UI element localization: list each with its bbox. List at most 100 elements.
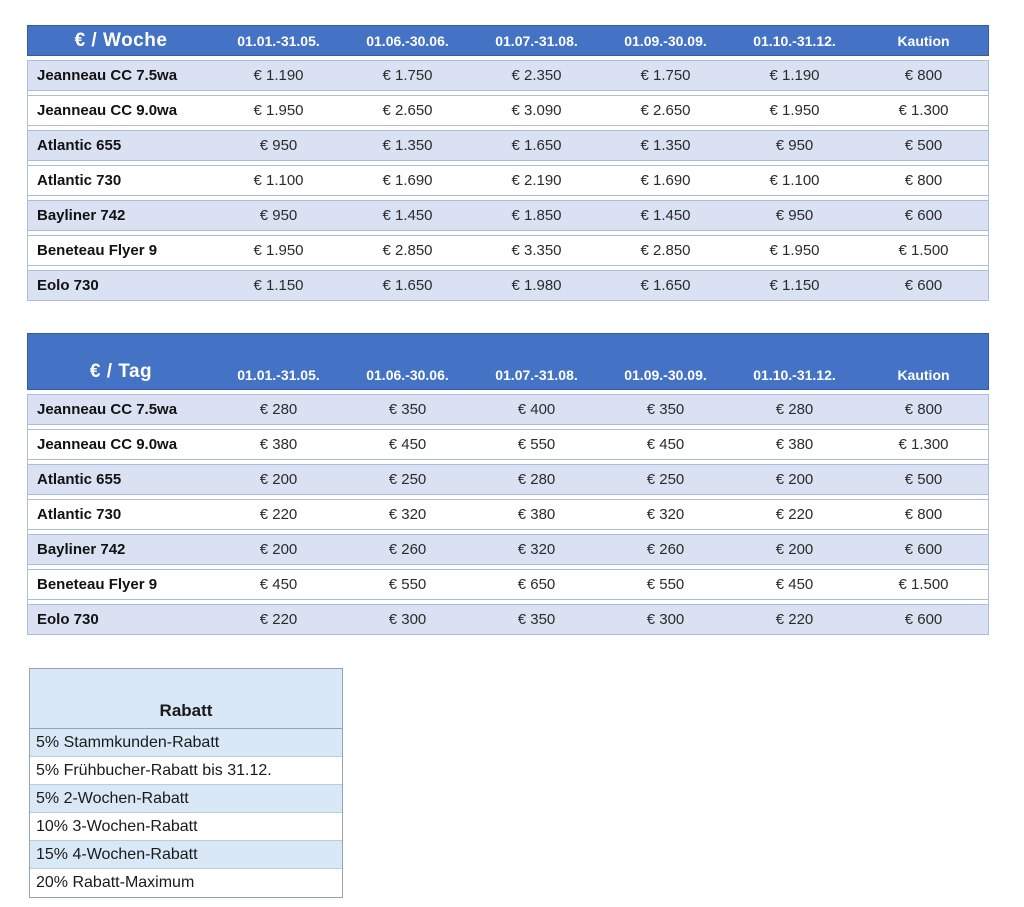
table-row: Jeanneau CC 7.5wa € 280 € 350 € 400 € 350 € 2…: [28, 394, 988, 425]
table-row: Bayliner 742 € 200 € 260 € 320 € 260 € 200 € 6…: [28, 534, 988, 565]
boat-name: Eolo 730: [37, 277, 99, 294]
boat-name: Atlantic 730: [37, 172, 122, 189]
price-cell: € 1.950: [253, 242, 304, 259]
price-cell: € 1.500: [898, 242, 949, 259]
boat-name: Atlantic 655: [37, 137, 122, 154]
column-header-period-2: 01.06.-30.06.: [366, 367, 449, 383]
column-header-period-5: 01.10.-31.12.: [753, 32, 836, 49]
table-body-daily: Jeanneau CC 7.5wa € 280 € 350 € 400 € 350 € 2…: [27, 394, 989, 635]
table-row: Atlantic 730 € 220 € 320 € 380 € 320 € 220 € 8…: [28, 499, 988, 530]
table-row: Eolo 730 € 1.150 € 1.650 € 1.980 € 1.650 € 1.…: [28, 270, 988, 301]
table-title-weekly: € / Woche: [74, 29, 168, 51]
price-cell: € 2.190: [511, 172, 562, 189]
price-cell: € 2.650: [640, 102, 691, 119]
column-header-period-3: 01.07.-31.08.: [495, 367, 578, 383]
discount-row: 10% 3-Wochen-Rabatt: [30, 813, 342, 841]
price-cell: € 800: [904, 401, 943, 418]
price-cell: € 1.650: [640, 277, 691, 294]
table-row: Atlantic 655 € 200 € 250 € 280 € 250 € 200 € 5…: [28, 464, 988, 495]
price-cell: € 1.150: [769, 277, 820, 294]
price-cell: € 1.690: [640, 172, 691, 189]
price-cell: € 1.350: [382, 137, 433, 154]
column-header-period-5: 01.10.-31.12.: [753, 367, 836, 383]
price-cell: € 500: [904, 471, 943, 488]
price-cell: € 600: [904, 277, 943, 294]
column-header-deposit: Kaution: [897, 367, 950, 383]
price-cell: € 3.350: [511, 242, 562, 259]
price-cell: € 1.300: [898, 436, 949, 453]
discount-row: 5% 2-Wochen-Rabatt: [30, 785, 342, 813]
price-cell: € 3.090: [511, 102, 562, 119]
price-cell: € 400: [517, 401, 556, 418]
price-cell: € 280: [259, 401, 298, 418]
price-cell: € 1.350: [640, 137, 691, 154]
boat-name: Atlantic 730: [37, 506, 122, 523]
boat-name: Bayliner 742: [37, 207, 126, 224]
price-cell: € 280: [517, 471, 556, 488]
price-cell: € 1.190: [769, 67, 820, 84]
price-cell: € 1.450: [640, 207, 691, 224]
price-cell: € 450: [775, 576, 814, 593]
boat-name: Atlantic 655: [37, 471, 122, 488]
price-cell: € 220: [259, 611, 298, 628]
discount-table: Rabatt 5% Stammkunden-Rabatt 5% Frühbuche…: [29, 668, 343, 898]
price-cell: € 1.650: [382, 277, 433, 294]
price-cell: € 450: [388, 436, 427, 453]
table-row: Atlantic 655 € 950 € 1.350 € 1.650 € 1.350 € …: [28, 130, 988, 161]
price-table-daily: € / Tag 01.01.-31.05. 01.06.-30.06. 01.0…: [27, 333, 989, 635]
price-cell: € 350: [388, 401, 427, 418]
discount-row: 5% Stammkunden-Rabatt: [30, 729, 342, 757]
price-cell: € 260: [646, 541, 685, 558]
price-cell: € 220: [775, 611, 814, 628]
price-cell: € 1.750: [382, 67, 433, 84]
price-cell: € 1.980: [511, 277, 562, 294]
boat-name: Bayliner 742: [37, 541, 126, 558]
price-cell: € 1.950: [769, 242, 820, 259]
table-header-daily: € / Tag 01.01.-31.05. 01.06.-30.06. 01.0…: [27, 333, 989, 390]
discount-table-title: Rabatt: [30, 669, 342, 729]
price-cell: € 380: [259, 436, 298, 453]
price-cell: € 550: [517, 436, 556, 453]
price-cell: € 600: [904, 207, 943, 224]
boat-name: Jeanneau CC 9.0wa: [37, 102, 178, 119]
boat-name: Beneteau Flyer 9: [37, 576, 158, 593]
price-cell: € 300: [388, 611, 427, 628]
price-cell: € 200: [259, 541, 298, 558]
price-cell: € 1.150: [253, 277, 304, 294]
price-cell: € 250: [388, 471, 427, 488]
discount-row: 5% Frühbucher-Rabatt bis 31.12.: [30, 757, 342, 785]
price-cell: € 1.650: [511, 137, 562, 154]
price-cell: € 220: [259, 506, 298, 523]
price-cell: € 950: [259, 207, 298, 224]
column-header-period-4: 01.09.-30.09.: [624, 367, 707, 383]
boat-name: Beneteau Flyer 9: [37, 242, 158, 259]
column-header-period-4: 01.09.-30.09.: [624, 32, 707, 49]
price-cell: € 950: [259, 137, 298, 154]
column-header-deposit: Kaution: [897, 32, 950, 49]
boat-name: Jeanneau CC 7.5wa: [37, 401, 178, 418]
price-cell: € 450: [646, 436, 685, 453]
price-cell: € 800: [904, 172, 943, 189]
price-cell: € 550: [646, 576, 685, 593]
price-cell: € 1.100: [769, 172, 820, 189]
table-row: Atlantic 730 € 1.100 € 1.690 € 2.190 € 1.690…: [28, 165, 988, 196]
price-cell: € 220: [775, 506, 814, 523]
price-cell: € 1.190: [253, 67, 304, 84]
price-cell: € 1.950: [769, 102, 820, 119]
discount-row: 15% 4-Wochen-Rabatt: [30, 841, 342, 869]
price-cell: € 2.350: [511, 67, 562, 84]
price-cell: € 1.300: [898, 102, 949, 119]
table-row: Jeanneau CC 7.5wa € 1.190 € 1.750 € 2.350 € …: [28, 60, 988, 91]
price-cell: € 200: [775, 471, 814, 488]
price-table-weekly: € / Woche 01.01.-31.05. 01.06.-30.06. 01…: [27, 25, 989, 301]
price-cell: € 1.850: [511, 207, 562, 224]
column-header-period-2: 01.06.-30.06.: [366, 32, 449, 49]
price-cell: € 800: [904, 506, 943, 523]
price-cell: € 500: [904, 137, 943, 154]
table-row: Jeanneau CC 9.0wa € 1.950 € 2.650 € 3.090 € …: [28, 95, 988, 126]
price-cell: € 200: [259, 471, 298, 488]
price-cell: € 320: [517, 541, 556, 558]
price-cell: € 1.450: [382, 207, 433, 224]
table-row: Eolo 730 € 220 € 300 € 350 € 300 € 220 € 600: [28, 604, 988, 635]
discount-row: 20% Rabatt-Maximum: [30, 869, 342, 897]
